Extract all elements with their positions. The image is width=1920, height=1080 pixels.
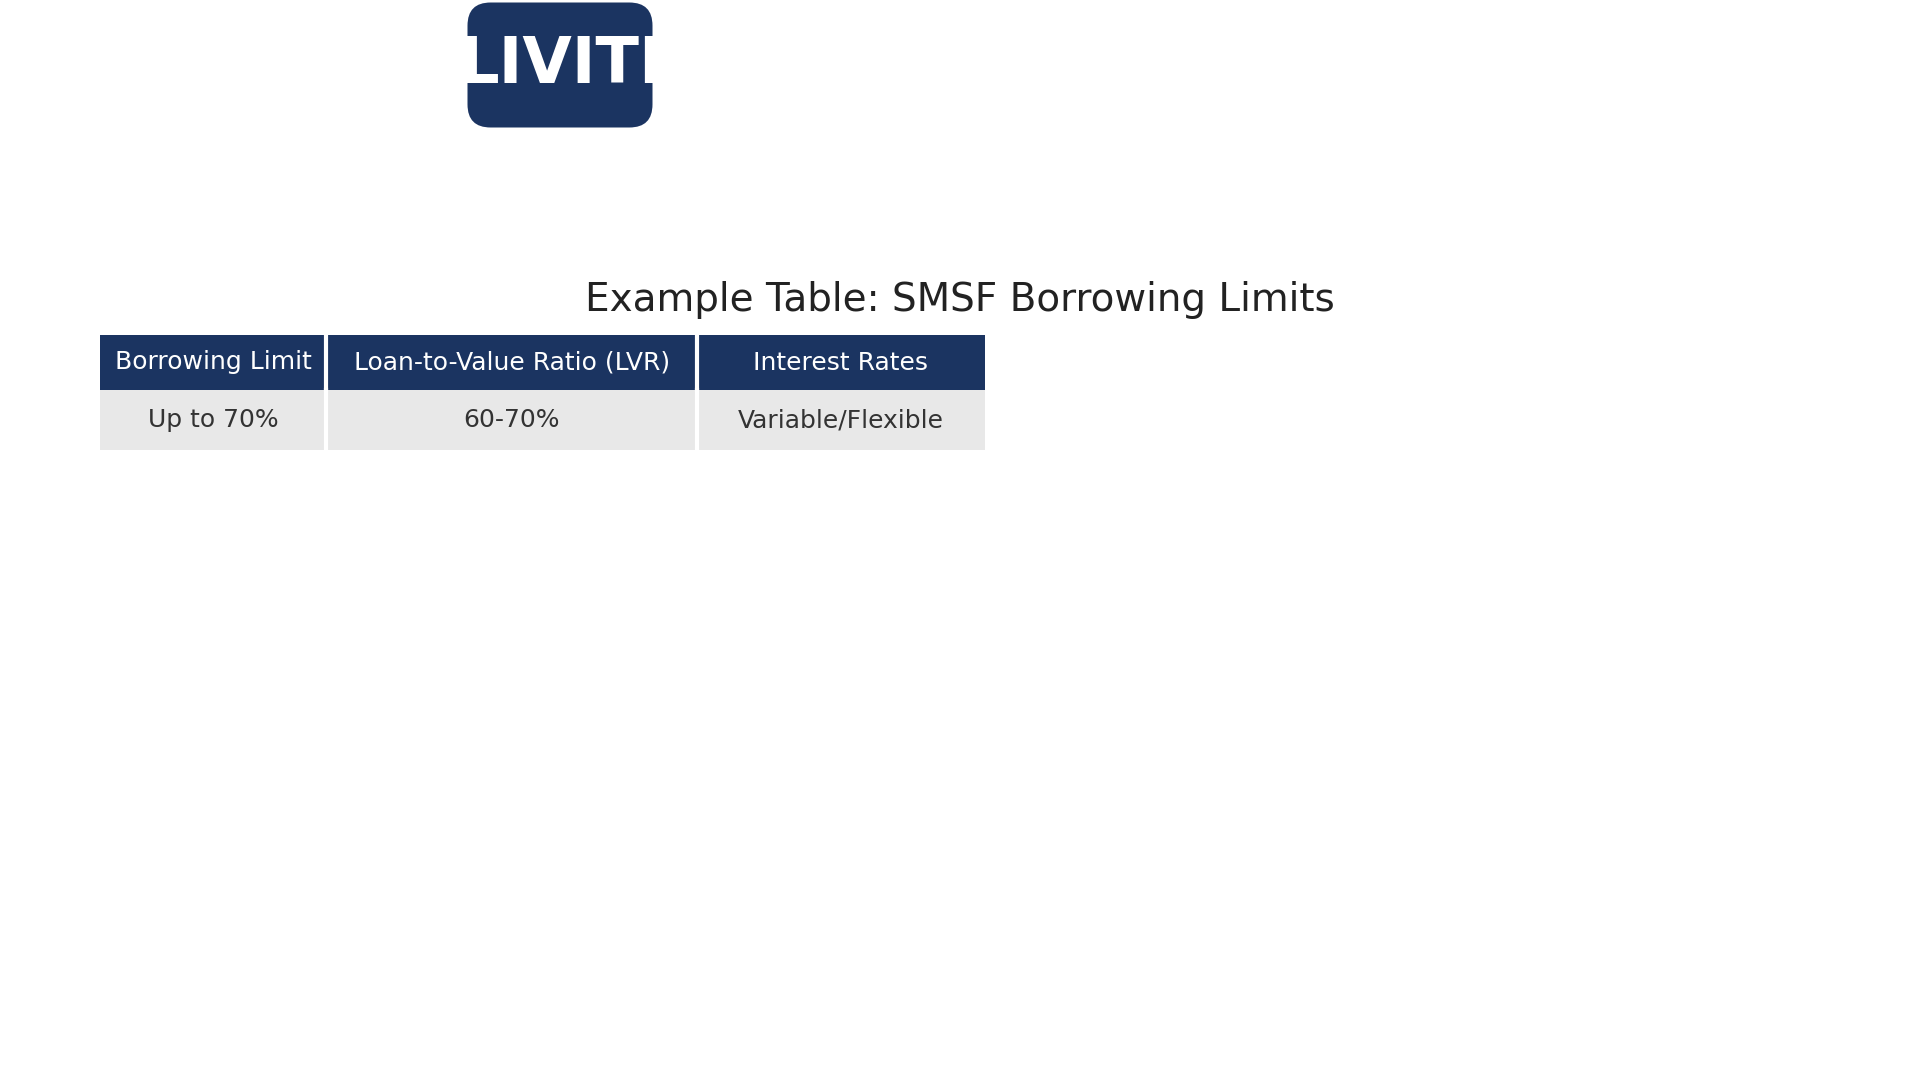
- Text: 60-70%: 60-70%: [463, 408, 561, 432]
- Bar: [697, 390, 985, 450]
- Bar: [326, 335, 697, 390]
- Bar: [326, 390, 697, 450]
- Text: Borrowing Limit: Borrowing Limit: [115, 351, 311, 375]
- Bar: [100, 390, 326, 450]
- Text: Loan-to-Value Ratio (LVR): Loan-to-Value Ratio (LVR): [353, 351, 670, 375]
- Text: Up to 70%: Up to 70%: [148, 408, 278, 432]
- Text: Interest Rates: Interest Rates: [753, 351, 929, 375]
- Text: Example Table: SMSF Borrowing Limits: Example Table: SMSF Borrowing Limits: [586, 281, 1334, 319]
- Text: LIVITI: LIVITI: [457, 33, 662, 96]
- Bar: [100, 335, 326, 390]
- Text: Variable/Flexible: Variable/Flexible: [737, 408, 945, 432]
- Bar: [697, 335, 985, 390]
- FancyBboxPatch shape: [467, 2, 653, 127]
